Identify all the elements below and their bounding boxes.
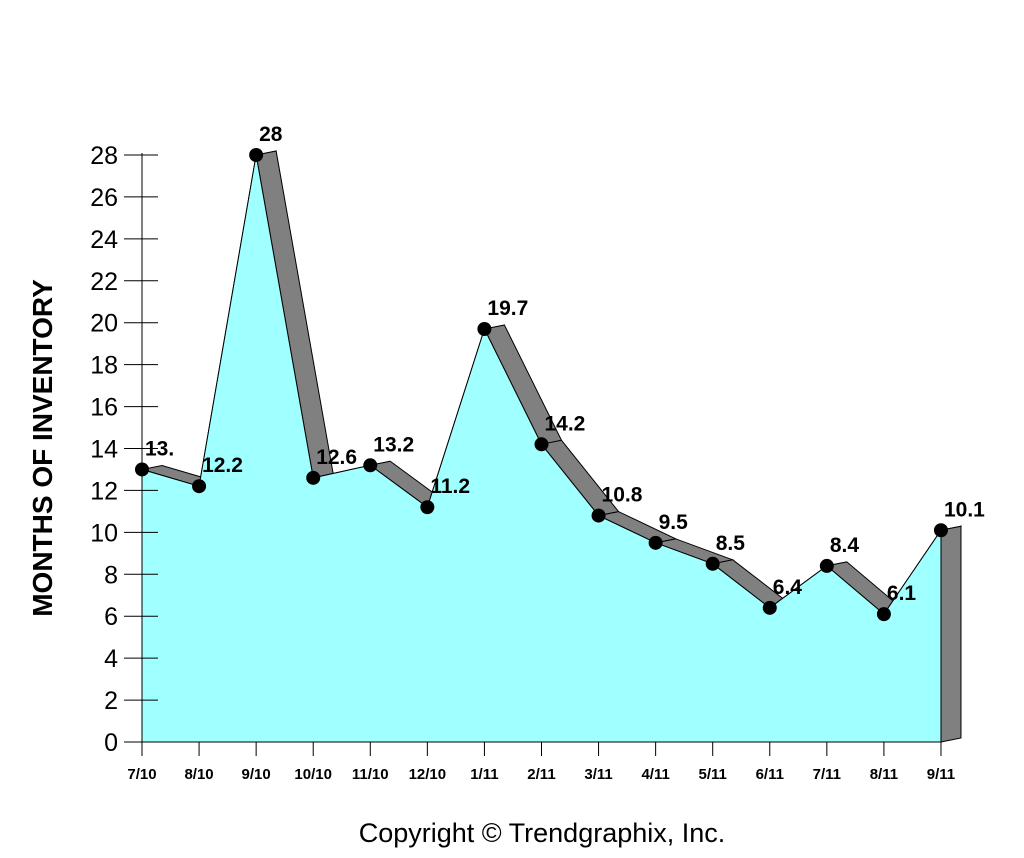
y-tick-label: 10 — [90, 519, 118, 547]
y-tick-label: 22 — [90, 268, 118, 296]
x-tick-label: 6/11 — [756, 766, 784, 783]
y-tick-label: 12 — [90, 477, 118, 505]
y-tick-label: 24 — [90, 226, 118, 254]
data-point — [648, 535, 663, 550]
x-tick-label: 4/11 — [641, 766, 669, 783]
data-label: 10.1 — [944, 498, 985, 521]
data-point — [420, 500, 435, 515]
y-tick-label: 8 — [104, 561, 118, 589]
data-point — [876, 607, 891, 622]
y-tick-label: 6 — [104, 603, 118, 631]
y-tick-label: 26 — [90, 184, 118, 212]
data-label: 8.5 — [716, 532, 746, 555]
y-tick-label: 2 — [104, 687, 118, 715]
y-tick-label: 14 — [90, 436, 118, 464]
x-axis-ticks: 7/10 8/10 9/10 10/10 11/10 12/10 1/11 2/11 3/11 4… — [127, 742, 955, 783]
data-point — [192, 479, 207, 494]
x-tick-label: 1/11 — [470, 766, 498, 783]
data-point — [819, 558, 834, 573]
x-tick-label: 5/11 — [699, 766, 727, 783]
y-tick-label: 28 — [90, 142, 118, 170]
data-point — [933, 523, 948, 538]
data-point — [705, 556, 720, 571]
data-label: 9.5 — [659, 511, 689, 534]
data-markers — [135, 148, 948, 622]
x-tick-label: 7/10 — [127, 766, 156, 783]
x-tick-label: 11/10 — [352, 766, 389, 783]
data-label: 12.2 — [202, 454, 243, 477]
x-tick-label: 12/10 — [409, 766, 447, 783]
data-point — [591, 508, 606, 523]
y-tick-label: 18 — [90, 352, 118, 380]
data-point — [135, 462, 149, 477]
data-point — [306, 470, 321, 485]
x-tick-label: 7/11 — [813, 766, 841, 783]
data-point — [363, 458, 378, 473]
x-tick-label: 9/10 — [242, 766, 271, 783]
data-point — [762, 600, 777, 615]
data-label: 6.1 — [887, 582, 917, 605]
x-tick-label: 8/10 — [184, 766, 213, 783]
ridge-end-face — [940, 525, 962, 743]
data-label: 11.2 — [430, 475, 470, 498]
x-tick-label: 3/11 — [584, 766, 612, 783]
data-label: 13.2 — [373, 433, 414, 456]
x-tick-label: 9/11 — [927, 766, 955, 783]
data-label: 12.6 — [316, 446, 357, 469]
x-tick-label: 8/11 — [870, 766, 898, 783]
y-tick-label: 20 — [90, 310, 118, 338]
data-label: 28 — [259, 123, 283, 146]
x-tick-label: 2/11 — [527, 766, 555, 783]
y-tick-label: 4 — [104, 645, 118, 673]
y-axis-label: MONTHS OF INVENTORY — [27, 279, 58, 617]
y-tick-label: 0 — [104, 729, 118, 757]
y-tick-label: 16 — [90, 394, 118, 422]
data-point — [249, 148, 264, 162]
data-point — [477, 322, 492, 337]
data-label: 8.4 — [830, 534, 860, 557]
x-tick-label: 10/10 — [294, 766, 332, 783]
data-point — [534, 437, 549, 452]
data-label: 13. — [145, 437, 174, 460]
data-labels: 13. 12.2 28 12.6 13.2 11.2 19.7 14.2 10.8 9.5 8.5 6… — [145, 123, 985, 605]
data-label: 14.2 — [544, 412, 585, 435]
data-label: 19.7 — [487, 297, 528, 320]
data-label: 10.8 — [602, 484, 643, 507]
data-label: 6.4 — [773, 576, 803, 599]
copyright-text: Copyright © Trendgraphix, Inc. — [359, 818, 726, 848]
